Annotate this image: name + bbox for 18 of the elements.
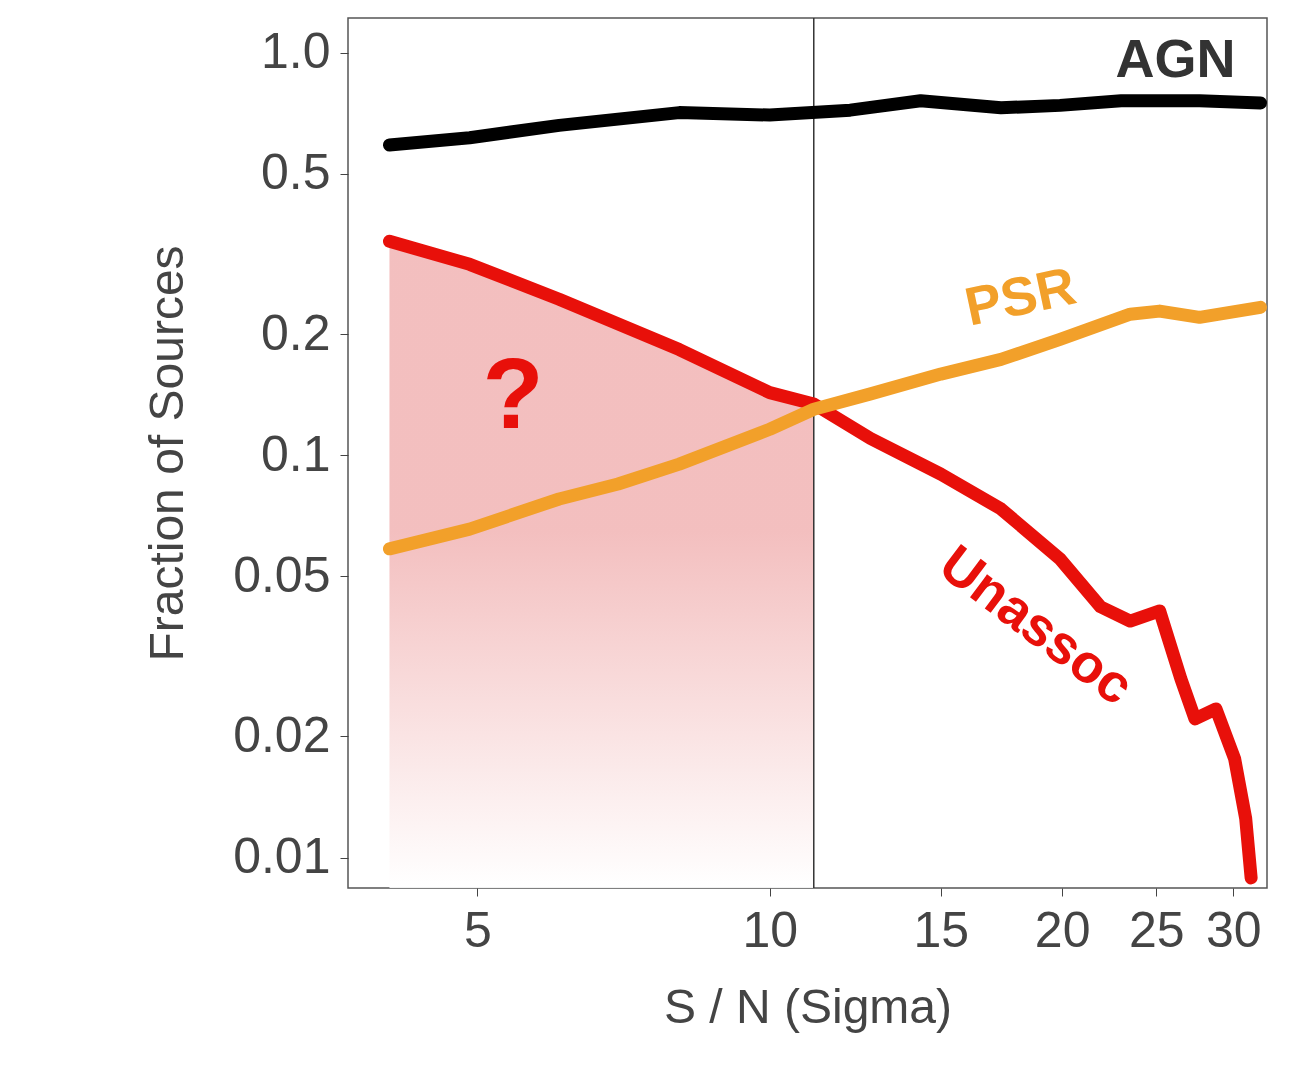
x-tick-label: 5	[463, 901, 492, 958]
y-tick-label: 0.1	[260, 425, 331, 482]
x-tick-label: 20	[1034, 901, 1091, 958]
x-tick-label: 30	[1205, 901, 1262, 958]
series-label: AGN	[1115, 28, 1236, 89]
x-axis-title: S / N (Sigma)	[663, 979, 953, 1033]
y-tick-label: 0.02	[233, 706, 331, 763]
annotation: ?	[482, 337, 544, 449]
text: PSR	[959, 254, 1081, 337]
y-tick-label: 1.0	[260, 23, 331, 80]
y-tick-label: 0.5	[260, 144, 331, 201]
x-tick-label: 15	[913, 901, 970, 958]
y-axis-title: Fraction of Sources	[140, 245, 194, 662]
x-tick-label: 10	[742, 901, 799, 958]
x-tick-label: 25	[1129, 901, 1185, 958]
y-tick-label: 0.05	[233, 546, 331, 603]
y-tick-label: 0.2	[260, 304, 331, 361]
y-tick-label: 0.01	[233, 828, 331, 885]
